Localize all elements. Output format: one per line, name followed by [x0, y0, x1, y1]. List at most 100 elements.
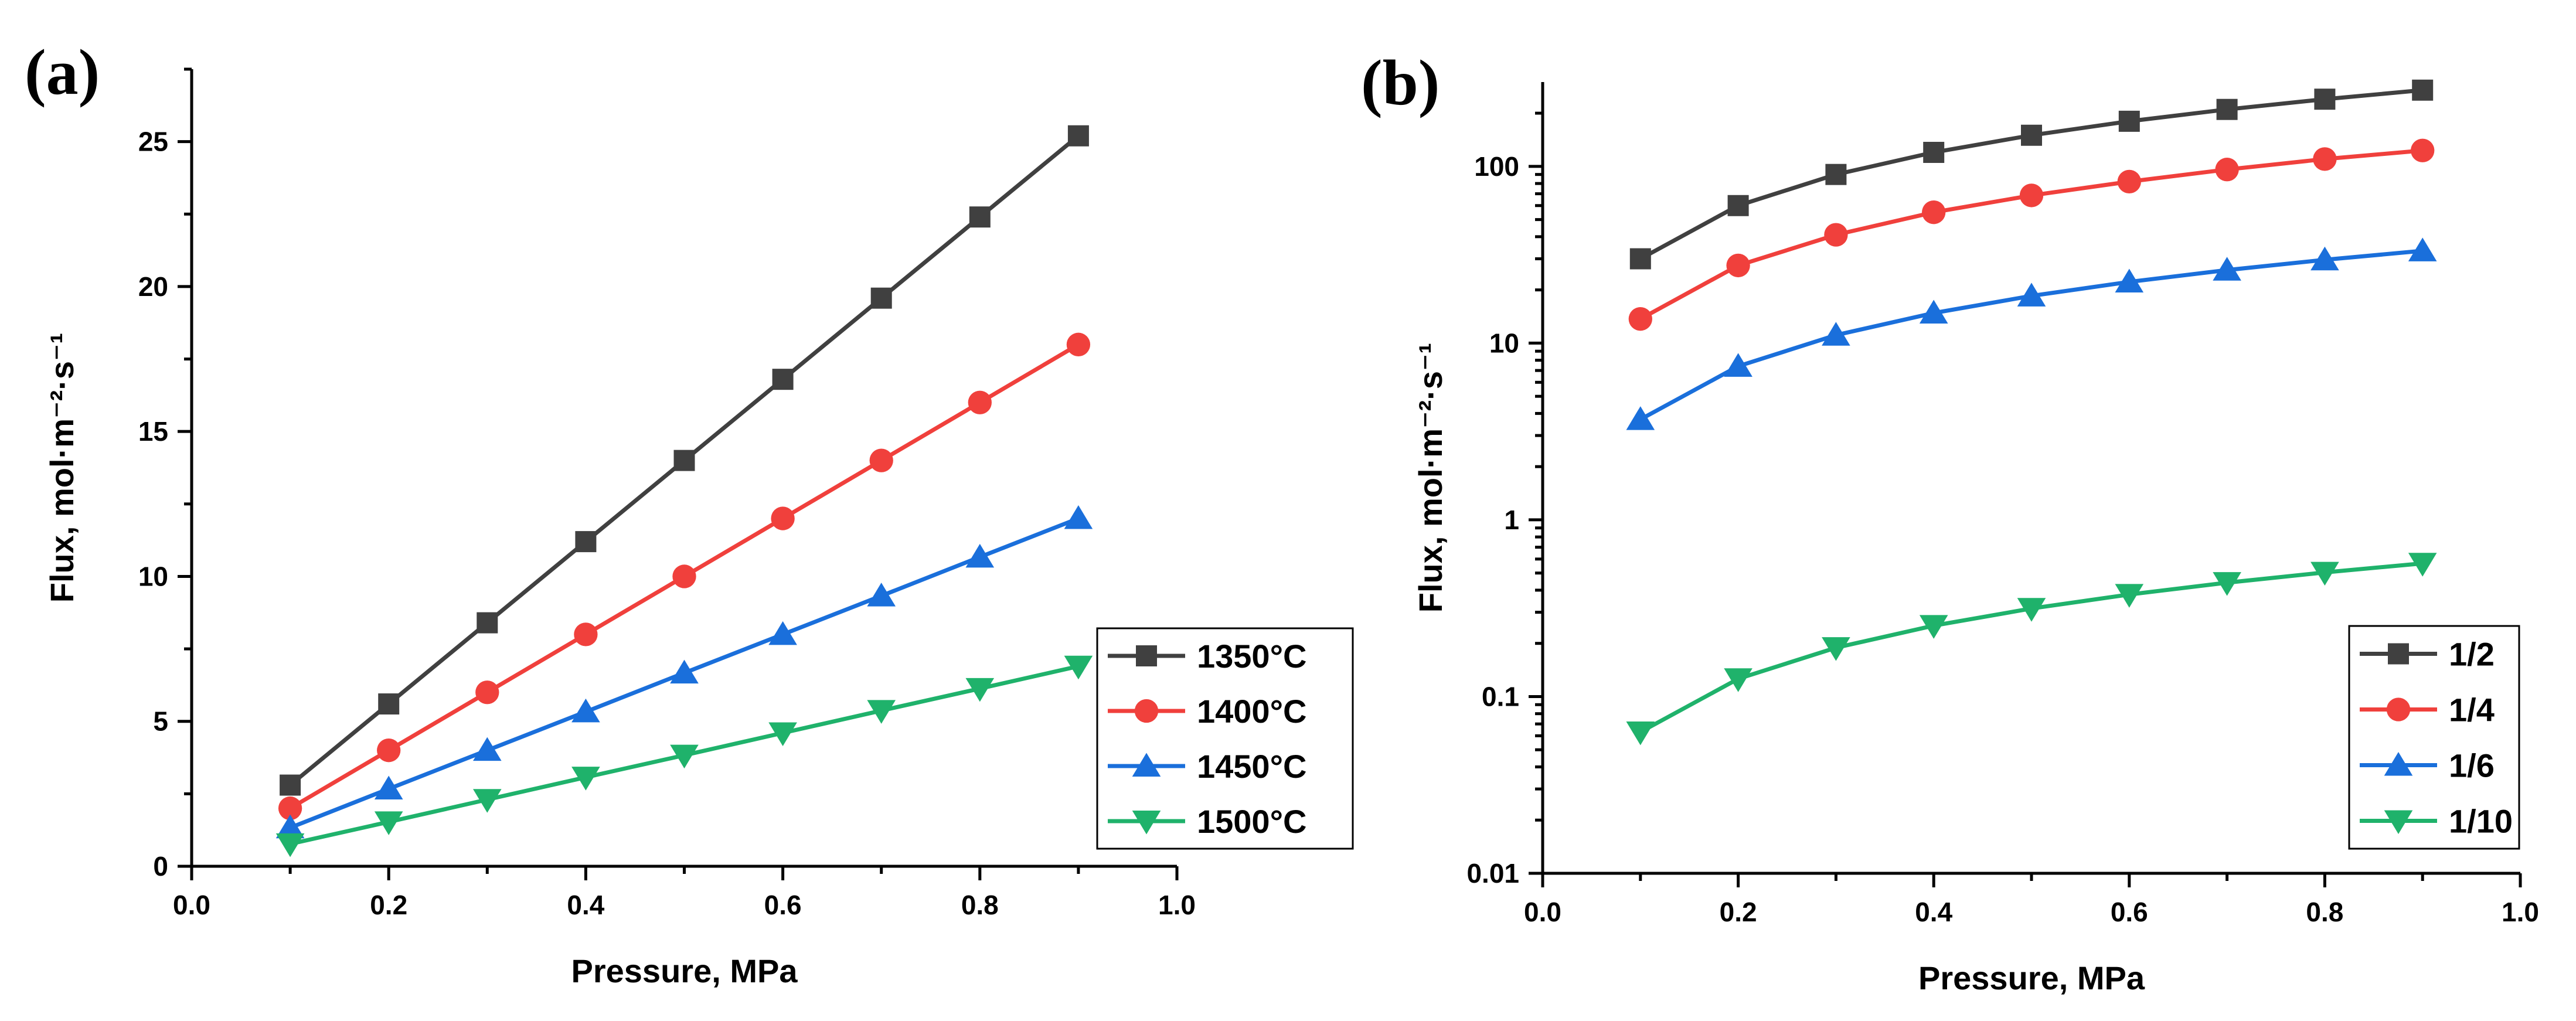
data-point — [771, 506, 795, 530]
x-axis-title: Pressure, MPa — [1918, 959, 2145, 996]
data-point — [1825, 164, 1847, 185]
data-point — [275, 833, 305, 857]
y-tick-label: 5 — [153, 706, 168, 737]
data-point — [2213, 572, 2241, 596]
x-tick-label: 1.0 — [1158, 890, 1196, 920]
legend-item: 1500°C — [1108, 803, 1306, 840]
data-point — [575, 531, 597, 553]
legend-marker — [1132, 811, 1161, 835]
y-tick-label: 10 — [1489, 328, 1519, 358]
data-point — [670, 659, 699, 684]
data-point — [1727, 195, 1749, 216]
data-point — [1922, 200, 1946, 224]
data-point — [2115, 268, 2144, 292]
data-point — [1066, 332, 1091, 356]
legend-marker — [2384, 810, 2413, 834]
legend-item: 1/10 — [2360, 803, 2513, 840]
legend-item: 1/2 — [2360, 636, 2495, 673]
data-point — [473, 789, 502, 813]
x-tick-label: 0.4 — [567, 890, 604, 920]
data-point — [1923, 141, 1945, 163]
series-1/2 — [1629, 79, 2434, 270]
data-point — [477, 612, 498, 634]
data-point — [377, 738, 401, 763]
series-line — [1639, 561, 2423, 734]
x-tick-label: 0.2 — [370, 890, 407, 920]
legend-item: 1450°C — [1108, 748, 1306, 785]
data-point — [374, 775, 403, 799]
x-tick-label: 0.8 — [2306, 897, 2343, 927]
data-point — [867, 583, 896, 607]
data-point — [969, 206, 991, 228]
data-point — [2019, 183, 2044, 207]
series-1500°C — [275, 655, 1093, 857]
data-point — [1919, 300, 1948, 324]
legend-marker — [2388, 643, 2409, 665]
data-point — [2411, 138, 2435, 162]
data-point — [278, 796, 302, 821]
x-tick-label: 0.0 — [1524, 897, 1561, 927]
x-tick-label: 0.4 — [1915, 897, 1952, 927]
y-tick-label: 1 — [1504, 505, 1519, 535]
legend-label: 1350°C — [1197, 638, 1306, 675]
y-tick-label: 0.1 — [1482, 681, 1519, 712]
y-tick-label: 100 — [1474, 151, 1519, 182]
data-point — [1724, 353, 1753, 377]
data-point — [2021, 124, 2042, 146]
series-1/4 — [1628, 138, 2435, 331]
legend: 1350°C 1400°C 1450°C 1500°C — [1096, 627, 1354, 850]
legend-marker — [1136, 645, 1157, 666]
x-tick-label: 0.2 — [1720, 897, 1757, 927]
legend-item: 1/4 — [2360, 692, 2495, 729]
data-point — [275, 814, 305, 839]
legend-marker — [2386, 697, 2411, 721]
y-tick-label: 0.01 — [1466, 858, 1519, 889]
data-point — [2408, 553, 2437, 577]
data-point — [2314, 89, 2336, 110]
series-1400°C — [278, 332, 1091, 821]
legend-marker — [2384, 752, 2413, 776]
data-point — [1724, 668, 1753, 692]
data-point — [1067, 125, 1089, 147]
data-point — [768, 722, 797, 747]
data-point — [2215, 158, 2239, 182]
data-point — [1726, 253, 1750, 278]
data-point — [965, 678, 995, 702]
data-point — [1626, 721, 1655, 746]
data-point — [2213, 257, 2241, 281]
data-point — [1626, 406, 1655, 430]
data-point — [475, 680, 499, 705]
series-line — [1639, 249, 2423, 421]
y-tick-label: 0 — [153, 851, 168, 882]
data-point — [2017, 283, 2046, 307]
legend: 1/2 1/4 1/6 1/10 — [2348, 625, 2520, 850]
data-point — [1822, 322, 1850, 346]
data-point — [280, 774, 301, 796]
data-point — [968, 390, 992, 414]
panel-a: (a) 0.0 0.2 0.4 0.6 0.8 1.0 0 5 10 15 20 25 Pressure,… — [25, 36, 1354, 989]
y-tick-label: 10 — [138, 561, 168, 591]
series-1/10 — [1626, 553, 2437, 746]
data-point — [2216, 98, 2238, 120]
legend-item: 1/6 — [2360, 747, 2495, 784]
data-point — [869, 448, 893, 472]
data-point — [574, 622, 598, 646]
data-point — [374, 811, 403, 835]
data-point — [2115, 584, 2144, 608]
data-point — [1822, 637, 1850, 661]
data-point — [867, 700, 896, 724]
legend-label: 1/2 — [2449, 636, 2495, 673]
data-point — [2412, 79, 2434, 101]
data-point — [2310, 246, 2339, 271]
legend-label: 1400°C — [1197, 693, 1306, 730]
legend-box — [2348, 625, 2520, 850]
legend-label: 1450°C — [1197, 748, 1306, 785]
series-line — [1639, 88, 2423, 261]
data-point — [768, 621, 797, 645]
data-point — [1064, 505, 1093, 529]
data-point — [870, 287, 892, 309]
data-point — [772, 369, 794, 390]
data-point — [2017, 598, 2046, 622]
legend-marker — [1132, 753, 1161, 777]
